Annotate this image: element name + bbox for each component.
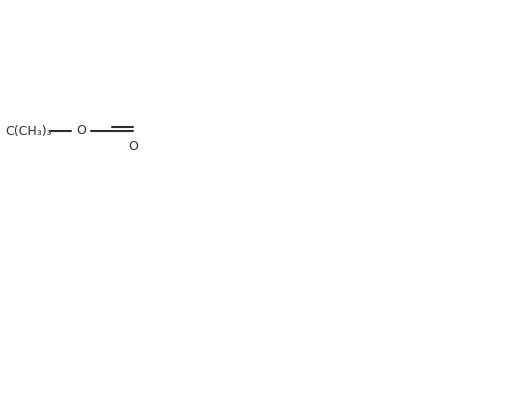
Text: O: O (128, 140, 138, 153)
Text: C(CH₃)₃: C(CH₃)₃ (6, 125, 52, 138)
Text: O: O (76, 125, 86, 138)
